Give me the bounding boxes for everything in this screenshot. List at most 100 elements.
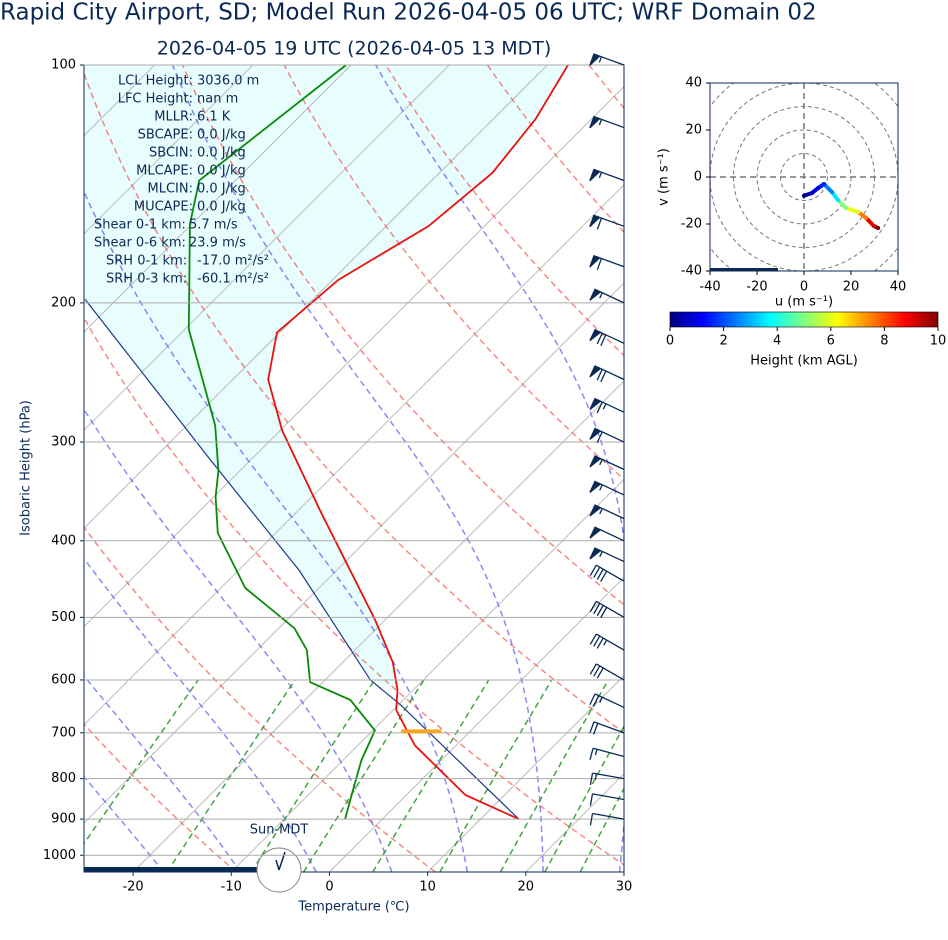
hodograph-point [816,186,820,190]
y-tick-label: 1000 [43,848,76,863]
cape-shading [0,65,568,690]
x-tick-label: 0 [800,280,808,295]
hodograph-point [876,226,880,230]
y-tick-label: 0 [694,170,702,185]
y-tick-label: 700 [51,725,76,740]
wind-barb [590,664,624,680]
wind-barb [590,456,624,470]
stat-label: MLCIN: [148,182,193,197]
wind-barb [590,215,624,229]
x-tick-label: 20 [518,880,535,895]
stat-value: 0.0 J/kg [197,182,246,197]
x-tick-label: 10 [419,880,436,895]
isotherm [428,65,948,872]
x-tick-label: 30 [616,880,633,895]
hodograph-point [836,198,840,202]
isotherm [526,65,948,872]
y-tick-label: 900 [51,812,76,827]
mixing-ratio-line [440,680,552,872]
x-tick-label: -40 [699,280,720,295]
stat-value: -60.1 m²/s² [197,272,269,287]
stat-value: 6.1 K [197,110,231,125]
dry-adiabat [487,65,948,872]
stat-value: 5.7 m/s [189,218,238,233]
colorbar-tick-label: 6 [827,334,835,349]
y-tick-label: 40 [685,76,702,91]
isotherm [722,65,948,872]
hodograph-point [864,216,868,220]
hodograph-point [844,206,848,210]
y-tick-label: 800 [51,771,76,786]
hodograph-point [802,194,806,198]
y-tick-label: -40 [681,264,702,279]
hodograph-point [822,182,826,186]
stat-label: SRH 0-1 km: [106,254,187,269]
sun-bar [84,867,258,872]
y-tick-label: 400 [51,533,76,548]
x-axis-label: Temperature (℃) [297,900,409,915]
mixing-ratio-line [635,680,734,872]
x-tick-label: -20 [746,280,767,295]
mixing-ratio-line [167,680,295,872]
colorbar-tick-label: 8 [880,334,888,349]
wind-barb [590,694,624,708]
stat-value: 23.9 m/s [189,236,246,251]
isotherm [624,65,948,872]
sun-label: Sun-MDT [250,823,309,838]
stat-label: SRH 0-3 km: [106,272,187,287]
colorbar [670,312,938,327]
stat-label: Shear 0-1 km: [94,218,186,233]
y-axis-label: Isobaric Height (hPa) [19,400,34,536]
y-tick-label: 100 [51,58,76,73]
y-tick-label: 600 [51,672,76,687]
wind-barb [590,256,624,270]
stat-value: 3036.0 m [197,74,259,89]
hodograph-bar [710,268,778,271]
y-tick-label: 20 [685,123,702,138]
colorbar-tick-label: 10 [930,334,947,349]
stat-label: SBCAPE: [138,128,193,143]
hodograph-area [663,36,945,318]
x-tick-label: -10 [221,880,242,895]
wind-barb [590,54,624,65]
stat-value: -17.0 m²/s² [197,254,269,269]
dry-adiabat [894,65,948,872]
hodograph-point [856,210,860,214]
wind-barb [590,634,624,650]
mixing-ratio-line [545,680,650,872]
wind-barb [590,565,624,581]
plot-area [0,65,948,872]
colorbar-tick-label: 0 [666,334,674,349]
colorbar-tick-label: 2 [719,334,727,349]
wind-barb [590,289,624,303]
stat-value: nan m [197,92,238,107]
wind-barb [590,366,624,382]
dry-adiabat [589,65,948,872]
hodograph-point [830,190,834,194]
chart-title: Rapid City Airport, SD; Model Run 2026-0… [0,0,817,26]
colorbar-label: Height (km AGL) [750,354,858,369]
stat-value: 0.0 J/kg [197,200,246,215]
colorbar-tick-label: 4 [773,334,781,349]
y-tick-label: 200 [51,295,76,310]
y-tick-label: -20 [681,217,702,232]
stat-label: LCL Height: [118,74,193,89]
chart-subtitle: 2026-04-05 19 UTC (2026-04-05 13 MDT) [157,38,552,60]
stat-value: 0.0 J/kg [197,164,246,179]
wind-barb [590,429,624,443]
stat-value: 0.0 J/kg [197,146,246,161]
wind-barb [590,481,624,495]
wind-barb [590,117,624,128]
stat-label: SBCIN: [149,146,193,161]
moist-adiabat [690,65,770,872]
stat-label: LFC Height: [118,92,193,107]
wind-barb [590,170,624,181]
x-tick-label: 0 [325,880,333,895]
stat-value: 0.0 J/kg [197,128,246,143]
y-tick-label: 500 [51,610,76,625]
stat-label: MLLR: [154,110,193,125]
mixing-ratio-line [373,680,489,872]
stat-label: MLCAPE: [136,164,193,179]
stat-label: MUCAPE: [134,200,193,215]
